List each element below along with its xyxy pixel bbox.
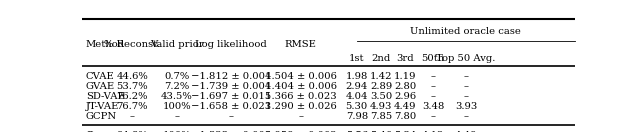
Text: –: – bbox=[463, 82, 468, 91]
Text: 7.80: 7.80 bbox=[394, 112, 417, 121]
Text: −1.323 ± 0.003: −1.323 ± 0.003 bbox=[191, 131, 271, 132]
Text: 1st: 1st bbox=[349, 53, 365, 63]
Text: 1.404 ± 0.006: 1.404 ± 0.006 bbox=[265, 82, 337, 91]
Text: GCPN: GCPN bbox=[86, 112, 117, 121]
Text: GVAE: GVAE bbox=[86, 82, 115, 91]
Text: 1.504 ± 0.006: 1.504 ± 0.006 bbox=[265, 72, 337, 81]
Text: −1.739 ± 0.004: −1.739 ± 0.004 bbox=[191, 82, 271, 91]
Text: 2.80: 2.80 bbox=[394, 82, 417, 91]
Text: 1.366 ± 0.023: 1.366 ± 0.023 bbox=[265, 92, 337, 101]
Text: 0.7%: 0.7% bbox=[164, 72, 189, 81]
Text: RMSE: RMSE bbox=[285, 40, 317, 49]
Text: 3rd: 3rd bbox=[397, 53, 414, 63]
Text: Top 50 Avg.: Top 50 Avg. bbox=[436, 53, 495, 63]
Text: 4.04: 4.04 bbox=[346, 92, 368, 101]
Text: 76.2%: 76.2% bbox=[116, 92, 148, 101]
Text: CVAE: CVAE bbox=[86, 72, 115, 81]
Text: JT-VAE: JT-VAE bbox=[86, 102, 119, 111]
Text: 5.34: 5.34 bbox=[394, 131, 417, 132]
Text: –: – bbox=[463, 72, 468, 81]
Text: −1.812 ± 0.004: −1.812 ± 0.004 bbox=[191, 72, 271, 81]
Text: 7.98: 7.98 bbox=[346, 112, 368, 121]
Text: 4.93: 4.93 bbox=[370, 102, 392, 111]
Text: 5.56: 5.56 bbox=[346, 131, 368, 132]
Text: 44.6%: 44.6% bbox=[116, 72, 148, 81]
Text: 2nd: 2nd bbox=[371, 53, 390, 63]
Text: 1.42: 1.42 bbox=[370, 72, 392, 81]
Text: 1.290 ± 0.026: 1.290 ± 0.026 bbox=[265, 102, 337, 111]
Text: 3.50: 3.50 bbox=[370, 92, 392, 101]
Text: % Reconst.: % Reconst. bbox=[104, 40, 160, 49]
Text: –: – bbox=[228, 112, 234, 121]
Text: −1.658 ± 0.023: −1.658 ± 0.023 bbox=[191, 102, 271, 111]
Text: Valid prior: Valid prior bbox=[150, 40, 204, 49]
Text: –: – bbox=[431, 82, 436, 91]
Text: –: – bbox=[431, 92, 436, 101]
Text: –: – bbox=[129, 112, 134, 121]
Text: Method: Method bbox=[86, 40, 125, 49]
Text: –: – bbox=[463, 92, 468, 101]
Text: 0.959 ± 0.002: 0.959 ± 0.002 bbox=[265, 131, 337, 132]
Text: Ours: Ours bbox=[86, 131, 113, 132]
Text: 4.12: 4.12 bbox=[422, 131, 444, 132]
Text: 76.7%: 76.7% bbox=[116, 102, 148, 111]
Text: 7.2%: 7.2% bbox=[164, 82, 189, 91]
Text: 94.8%: 94.8% bbox=[116, 131, 148, 132]
Text: 100%: 100% bbox=[163, 102, 191, 111]
Text: SD-VAE: SD-VAE bbox=[86, 92, 125, 101]
Text: 50th: 50th bbox=[422, 53, 445, 63]
Text: 4.49: 4.49 bbox=[394, 102, 417, 111]
Text: 5.30: 5.30 bbox=[346, 102, 368, 111]
Text: 2.89: 2.89 bbox=[370, 82, 392, 91]
Text: 2.94: 2.94 bbox=[346, 82, 368, 91]
Text: 53.7%: 53.7% bbox=[116, 82, 148, 91]
Text: 3.93: 3.93 bbox=[455, 102, 477, 111]
Text: –: – bbox=[463, 112, 468, 121]
Text: 4.49: 4.49 bbox=[454, 131, 477, 132]
Text: –: – bbox=[174, 112, 179, 121]
Text: –: – bbox=[431, 112, 436, 121]
Text: 5.40: 5.40 bbox=[370, 131, 392, 132]
Text: 43.5%: 43.5% bbox=[161, 92, 193, 101]
Text: 3.48: 3.48 bbox=[422, 102, 444, 111]
Text: –: – bbox=[431, 72, 436, 81]
Text: Log likelihood: Log likelihood bbox=[195, 40, 267, 49]
Text: 1.98: 1.98 bbox=[346, 72, 368, 81]
Text: −1.697 ± 0.015: −1.697 ± 0.015 bbox=[191, 92, 271, 101]
Text: 100%: 100% bbox=[163, 131, 191, 132]
Text: 2.96: 2.96 bbox=[394, 92, 417, 101]
Text: –: – bbox=[298, 112, 303, 121]
Text: 7.85: 7.85 bbox=[370, 112, 392, 121]
Text: Unlimited oracle case: Unlimited oracle case bbox=[410, 27, 522, 36]
Text: 1.19: 1.19 bbox=[394, 72, 417, 81]
